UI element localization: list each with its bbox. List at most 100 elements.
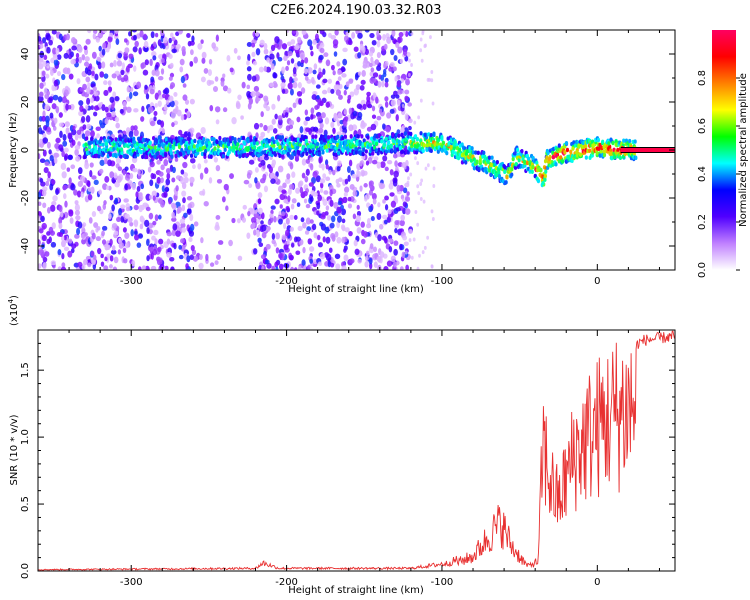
spectrogram-noise-cell bbox=[431, 101, 435, 106]
spectrogram-noise-cell bbox=[172, 223, 178, 231]
spectrogram-noise-cell bbox=[263, 65, 268, 72]
spectrogram-noise-cell bbox=[258, 242, 264, 248]
spectrogram-noise-cell bbox=[285, 65, 289, 71]
spectrogram-noise-cell bbox=[103, 200, 107, 206]
spectrogram-noise-cell bbox=[101, 48, 106, 56]
spectrogram-noise-cell bbox=[88, 217, 93, 224]
spectrogram-noise-cell bbox=[397, 46, 403, 54]
spectrogram-noise-cell bbox=[39, 249, 45, 257]
spectrogram-noise-cell bbox=[50, 69, 54, 76]
spectrogram-noise-cell bbox=[124, 166, 129, 172]
spectrogram-noise-cell bbox=[421, 30, 425, 34]
spectrogram-noise-cell bbox=[312, 191, 318, 197]
spectrogram-noise-cell bbox=[52, 195, 58, 202]
spectrogram-noise-cell bbox=[189, 223, 195, 232]
spectrogram-noise-cell bbox=[277, 165, 284, 173]
spectrogram-noise-cell bbox=[45, 180, 50, 187]
spectrogram-ridge-cell bbox=[215, 139, 219, 145]
spectrogram-noise-cell bbox=[129, 91, 133, 100]
spectrogram-noise-cell bbox=[357, 32, 363, 39]
spectrogram-noise-cell bbox=[338, 177, 343, 183]
spectrogram-noise-cell bbox=[168, 37, 172, 44]
spectrogram-noise-cell bbox=[300, 87, 306, 94]
spectrogram-ridge-cell bbox=[119, 154, 123, 159]
spectrogram-noise-cell bbox=[146, 227, 150, 235]
spectrogram-noise-cell bbox=[180, 238, 185, 244]
spectrogram-noise-cell bbox=[68, 209, 74, 217]
spectrogram-ridge-cell bbox=[201, 146, 205, 151]
spectrogram-noise-cell bbox=[335, 84, 340, 90]
spectrogram-noise-cell bbox=[58, 33, 63, 41]
spectrogram-ridge-cell bbox=[265, 143, 269, 148]
spectrogram-noise-cell bbox=[151, 235, 156, 241]
spectrogram-noise-cell bbox=[140, 116, 145, 122]
spectrogram-noise-cell bbox=[243, 179, 250, 185]
spectrogram-ridge-cell bbox=[511, 156, 515, 162]
spectrogram-noise-cell bbox=[292, 66, 297, 75]
spectrogram-noise-cell bbox=[158, 238, 164, 245]
spectrogram-noise-cell bbox=[260, 212, 265, 220]
spectrogram-noise-cell bbox=[124, 47, 130, 54]
spectrogram-y-tick-label: 40 bbox=[20, 48, 31, 61]
spectrogram-noise-cell bbox=[376, 40, 381, 48]
spectrogram-noise-cell bbox=[215, 34, 219, 42]
spectrogram-noise-cell bbox=[317, 242, 323, 248]
snr-x-tick-label: 0 bbox=[594, 577, 600, 588]
spectrogram-noise-cell bbox=[182, 83, 187, 88]
spectrogram-ridge-cell bbox=[172, 145, 176, 151]
spectrogram-noise-cell bbox=[42, 202, 47, 209]
spectrogram-noise-cell bbox=[309, 196, 314, 202]
spectrogram-noise-cell bbox=[44, 104, 50, 111]
spectrogram-noise-cell bbox=[138, 192, 143, 197]
spectrogram-noise-cell bbox=[171, 177, 176, 183]
spectrogram-ridge-cell bbox=[179, 152, 183, 157]
spectrogram-ridge-cell bbox=[278, 148, 282, 154]
spectrogram-noise-cell bbox=[109, 194, 114, 201]
spectrogram-ridge-cell bbox=[482, 150, 486, 156]
spectrogram-noise-cell bbox=[376, 30, 380, 37]
spectrogram-noise-cell bbox=[214, 260, 219, 265]
spectrogram-noise-cell bbox=[281, 66, 285, 74]
spectrogram-ridge-cell bbox=[221, 154, 225, 159]
spectrogram-noise-cell bbox=[274, 113, 278, 120]
spectrogram-noise-cell bbox=[127, 217, 133, 223]
spectrogram-noise-cell bbox=[129, 86, 134, 93]
spectrogram-ridge-cell bbox=[602, 152, 607, 158]
spectrogram-noise-cell bbox=[118, 237, 122, 244]
spectrogram-noise-cell bbox=[352, 190, 358, 197]
spectrogram-noise-cell bbox=[274, 198, 280, 205]
spectrogram-ridge-cell bbox=[120, 147, 124, 152]
spectrogram-ridge-cell bbox=[246, 147, 250, 152]
spectrogram-noise-cell bbox=[390, 48, 395, 56]
spectrogram-noise-cell bbox=[264, 259, 270, 265]
spectrogram-noise-cell bbox=[424, 166, 428, 171]
spectrogram-noise-cell bbox=[255, 182, 261, 190]
spectrogram-noise-cell bbox=[213, 156, 218, 163]
spectrogram-ridge-cell bbox=[602, 144, 606, 150]
spectrogram-ridge-cell bbox=[293, 151, 297, 157]
spectrogram-noise-cell bbox=[392, 153, 398, 159]
spectrogram-noise-cell bbox=[307, 39, 313, 47]
spectrogram-noise-cell bbox=[362, 103, 367, 110]
spectrogram-noise-cell bbox=[372, 198, 377, 205]
spectrogram-noise-cell bbox=[154, 238, 158, 245]
spectrogram-noise-cell bbox=[138, 204, 143, 213]
spectrogram-noise-cell bbox=[151, 50, 157, 57]
spectrogram-noise-cell bbox=[336, 236, 342, 244]
spectrogram-noise-cell bbox=[404, 208, 411, 215]
spectrogram-noise-cell bbox=[200, 126, 206, 135]
spectrogram-noise-cell bbox=[408, 58, 411, 63]
spectrogram-noise-cell bbox=[106, 112, 112, 118]
spectrogram-noise-cell bbox=[178, 129, 183, 136]
spectrogram-noise-cell bbox=[353, 88, 359, 96]
spectrogram-noise-cell bbox=[62, 184, 68, 190]
spectrogram-noise-cell bbox=[72, 125, 76, 131]
spectrogram-noise-cell bbox=[84, 56, 90, 62]
spectrogram-noise-cell bbox=[272, 80, 278, 88]
spectrogram-noise-cell bbox=[384, 195, 389, 201]
snr-frame bbox=[37, 329, 676, 572]
spectrogram-noise-cell bbox=[374, 59, 380, 65]
spectrogram-noise-cell bbox=[286, 173, 291, 180]
spectrogram-ridge-cell bbox=[148, 140, 152, 145]
spectrogram-noise-cell bbox=[52, 94, 59, 101]
